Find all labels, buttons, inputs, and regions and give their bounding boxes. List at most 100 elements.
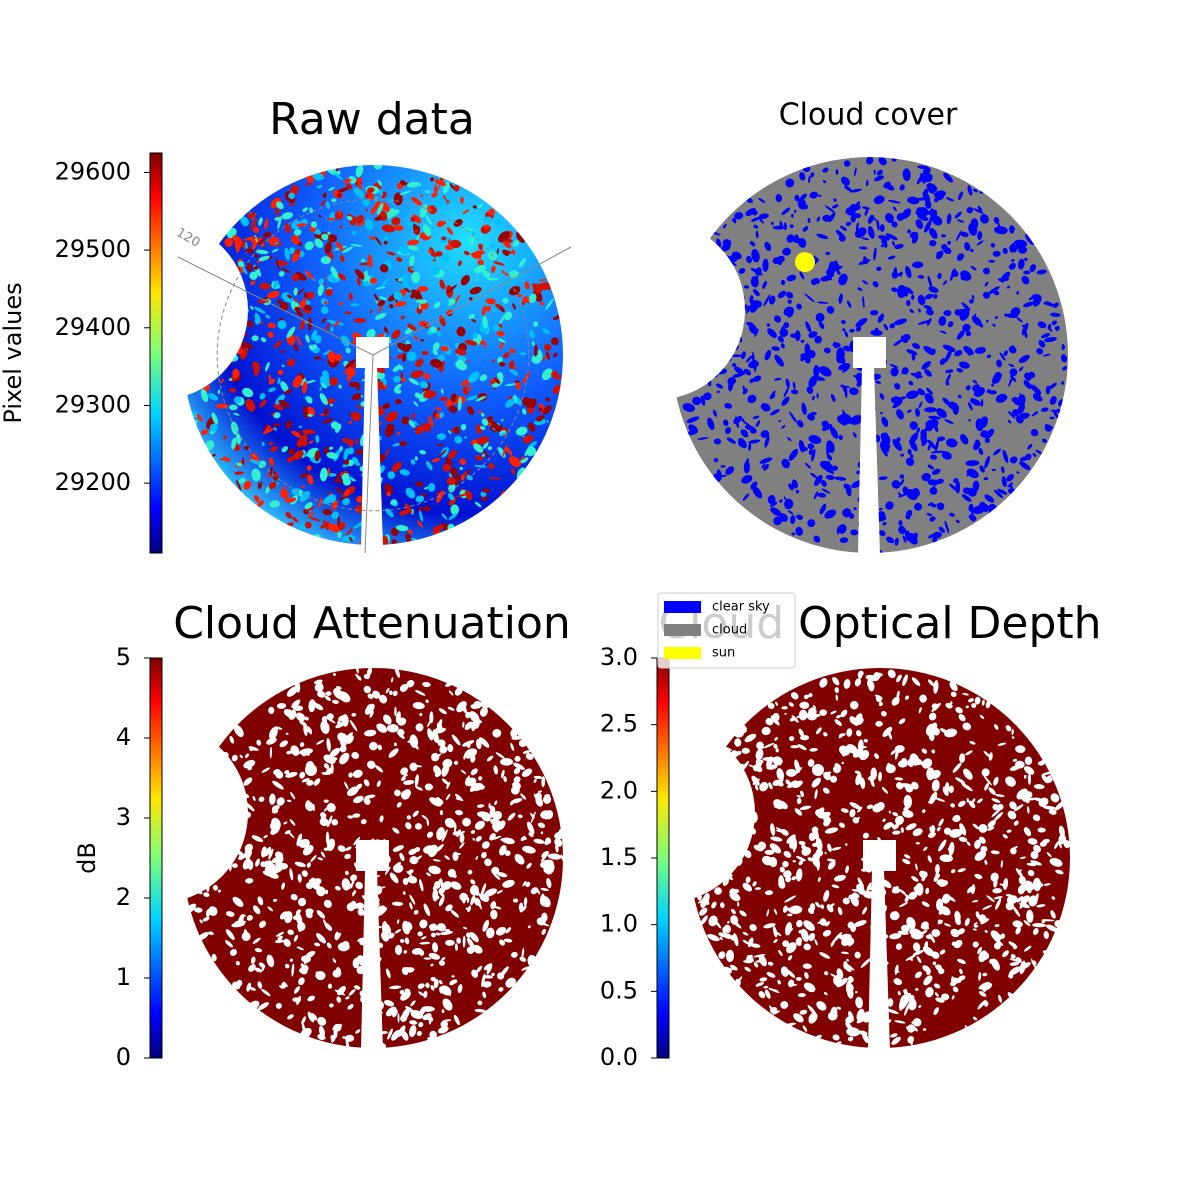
speckle bbox=[304, 521, 312, 529]
speckle bbox=[475, 396, 487, 402]
speckle bbox=[356, 178, 362, 192]
colorbar-tick-label: 3 bbox=[116, 803, 131, 831]
speckle bbox=[527, 422, 536, 432]
speckle bbox=[289, 247, 295, 255]
speckle bbox=[492, 324, 500, 332]
speckle bbox=[402, 352, 407, 363]
speckle bbox=[360, 434, 366, 447]
speckle bbox=[510, 347, 515, 354]
speckle bbox=[375, 435, 382, 441]
speckle bbox=[488, 463, 495, 470]
speckle bbox=[369, 277, 377, 284]
speckle bbox=[504, 238, 513, 244]
speckle bbox=[370, 437, 377, 444]
speckle bbox=[288, 203, 296, 206]
speckle bbox=[358, 502, 368, 513]
speckle bbox=[372, 381, 384, 393]
speckle bbox=[374, 333, 387, 342]
speckle bbox=[436, 433, 446, 440]
panel: Cloud Attenuation 0 1 2 3 4 5 dB bbox=[73, 598, 571, 1071]
speckle bbox=[328, 523, 340, 533]
speckle bbox=[197, 319, 206, 324]
speckle bbox=[423, 487, 429, 490]
speckle bbox=[373, 371, 386, 380]
speckle bbox=[296, 435, 308, 447]
speckle bbox=[504, 446, 513, 456]
speckle bbox=[307, 413, 313, 417]
speckle bbox=[385, 411, 398, 423]
speckle bbox=[413, 401, 419, 407]
speckle bbox=[307, 474, 314, 485]
speckle bbox=[281, 212, 294, 220]
speckle bbox=[231, 437, 237, 450]
speckle bbox=[359, 262, 371, 266]
speckle bbox=[398, 245, 409, 255]
speckle bbox=[360, 394, 364, 399]
speckle bbox=[325, 201, 331, 210]
speckle bbox=[297, 288, 305, 295]
colorbar bbox=[149, 657, 163, 1059]
speckle bbox=[404, 287, 411, 293]
speckle bbox=[278, 399, 290, 408]
speckle bbox=[356, 387, 361, 391]
speckle bbox=[335, 423, 342, 433]
speckle bbox=[350, 411, 361, 422]
speckle bbox=[263, 231, 272, 238]
speckle bbox=[268, 457, 274, 466]
speckle bbox=[267, 322, 276, 329]
speckle bbox=[511, 249, 516, 256]
speckle bbox=[277, 299, 282, 304]
speckle bbox=[294, 298, 298, 303]
speckle bbox=[304, 379, 316, 384]
speckle bbox=[456, 326, 466, 337]
speckle bbox=[251, 241, 257, 250]
speckle bbox=[553, 352, 558, 358]
grid-circle bbox=[216, 198, 530, 512]
speckle bbox=[271, 248, 279, 253]
speckle bbox=[414, 392, 422, 399]
speckle bbox=[396, 354, 404, 359]
panel-title: Cloud cover bbox=[779, 98, 958, 133]
speckle bbox=[246, 263, 253, 272]
speckle bbox=[480, 339, 485, 346]
speckle bbox=[544, 375, 549, 380]
speckle bbox=[253, 253, 260, 258]
speckle bbox=[324, 407, 329, 417]
speckle bbox=[254, 234, 258, 243]
speckle bbox=[200, 268, 211, 278]
speckle bbox=[238, 301, 246, 311]
speckle bbox=[286, 294, 293, 299]
speckle bbox=[330, 266, 339, 280]
speckle bbox=[338, 301, 343, 306]
speckle bbox=[319, 393, 328, 406]
speckle bbox=[291, 516, 299, 523]
speckle bbox=[468, 235, 475, 245]
speckle bbox=[463, 472, 468, 477]
speckle bbox=[356, 214, 364, 224]
speckle bbox=[369, 236, 375, 240]
speckle bbox=[331, 198, 337, 203]
speckle bbox=[320, 521, 330, 529]
speckle bbox=[433, 301, 441, 309]
speckle bbox=[730, 354, 743, 358]
speckle bbox=[424, 190, 431, 194]
speckle bbox=[253, 306, 266, 314]
speckle bbox=[259, 282, 271, 290]
speckle bbox=[498, 313, 506, 325]
speckle bbox=[459, 458, 467, 465]
speckle bbox=[429, 177, 435, 182]
speckle bbox=[528, 293, 537, 304]
speckle bbox=[429, 326, 438, 333]
speckle bbox=[252, 226, 260, 234]
speckle bbox=[243, 480, 252, 490]
speckle bbox=[222, 463, 226, 470]
speckle bbox=[491, 265, 496, 274]
speckle bbox=[501, 418, 504, 422]
speckle bbox=[359, 465, 367, 472]
speckle bbox=[273, 340, 283, 349]
speckle bbox=[308, 440, 314, 444]
speckle bbox=[291, 235, 300, 245]
speckle bbox=[275, 258, 280, 271]
speckle bbox=[284, 247, 290, 261]
speckle bbox=[254, 265, 259, 271]
